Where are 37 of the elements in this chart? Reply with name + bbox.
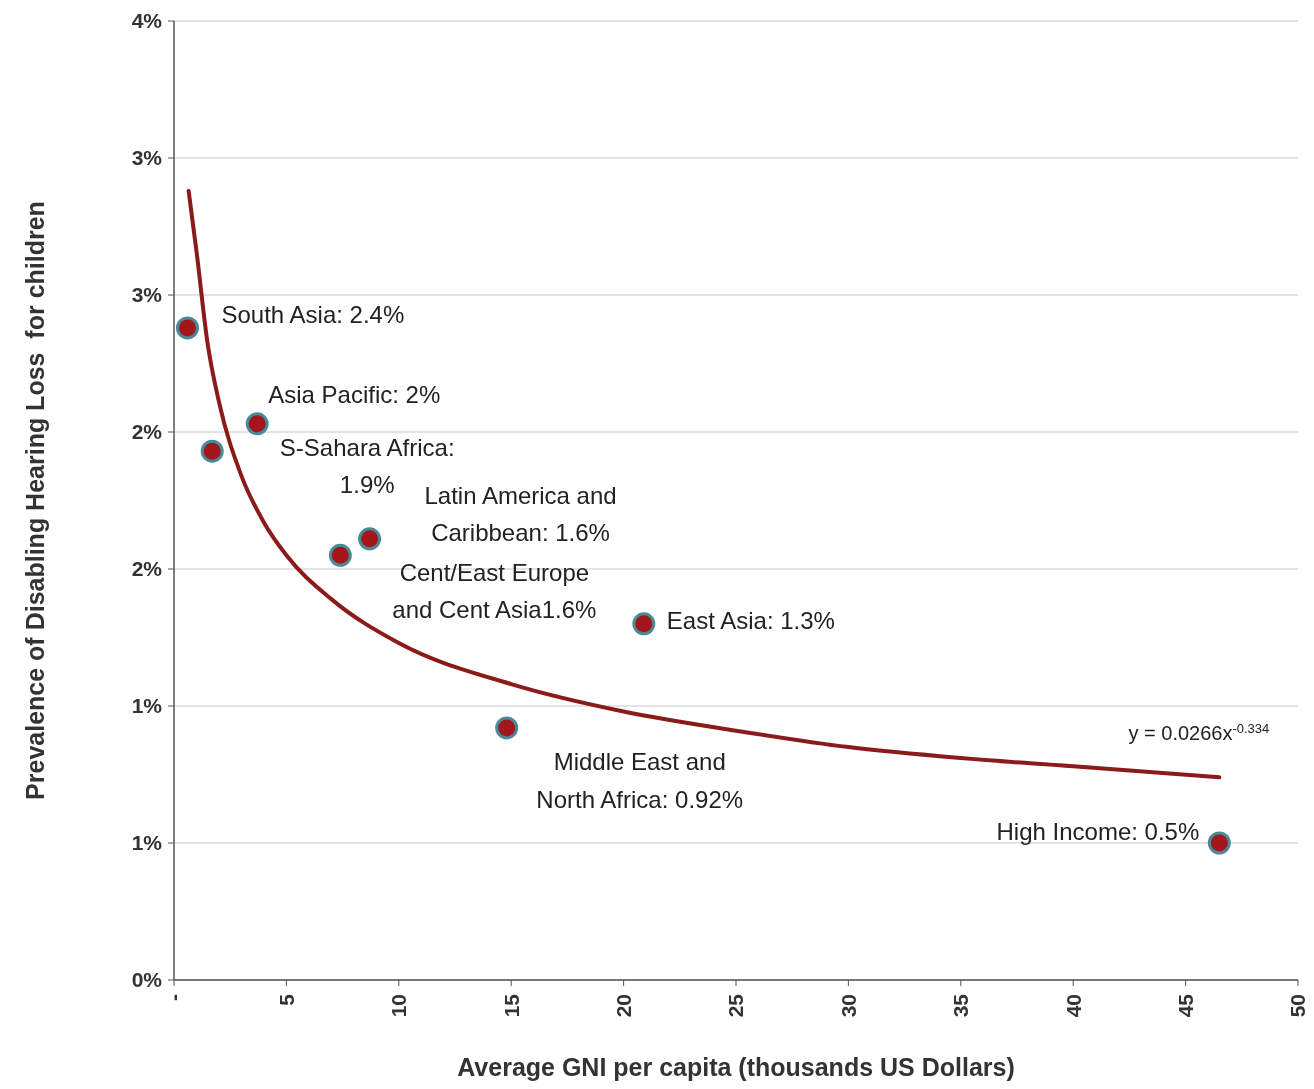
point bbox=[200, 439, 224, 463]
annotation: Cent/East Europe and Cent Asia1.6% bbox=[392, 558, 597, 623]
y-tick-label: 1% bbox=[131, 831, 163, 855]
x-tick-label: 10 bbox=[387, 994, 411, 1018]
point bbox=[632, 612, 656, 636]
x-tick-label: 50 bbox=[1286, 994, 1310, 1018]
point bbox=[358, 527, 382, 551]
point bbox=[175, 316, 199, 340]
annotation: East Asia: 1.3% bbox=[666, 607, 835, 635]
annotation: Middle East and North Africa: 0.92% bbox=[536, 748, 744, 813]
x-tick-label: 5 bbox=[274, 993, 298, 1006]
x-tick-label: 25 bbox=[724, 993, 748, 1018]
y-axis-title: Prevalence of Disabling Hearing Loss for children bbox=[21, 201, 49, 800]
y-tick-label: 4% bbox=[131, 9, 163, 33]
annotation: y = 0.0266x$^{-0.334}$ bbox=[1128, 720, 1270, 745]
x-tick-label: - bbox=[162, 994, 186, 1001]
x-tick-label: 20 bbox=[611, 994, 635, 1018]
point bbox=[328, 543, 352, 567]
x-tick-label: 45 bbox=[1173, 993, 1197, 1018]
y-tick-label: 3% bbox=[131, 146, 163, 170]
x-axis-title: Average GNI per capita (thousands US Dollars) bbox=[457, 1053, 1015, 1081]
annotation: Asia Pacific: 2% bbox=[268, 381, 441, 409]
point bbox=[495, 716, 519, 740]
x-tick-label: 30 bbox=[836, 994, 860, 1018]
point bbox=[245, 412, 269, 436]
x-tick-label: 40 bbox=[1061, 994, 1085, 1018]
x-tick-label: 15 bbox=[499, 993, 523, 1018]
y-tick-label: 2% bbox=[131, 420, 163, 444]
annotation: High Income: 0.5% bbox=[996, 818, 1200, 846]
annotation: Latin America and Caribbean: 1.6% bbox=[424, 482, 617, 547]
y-tick-label: 0% bbox=[131, 968, 163, 992]
annotation: South Asia: 2.4% bbox=[221, 301, 405, 329]
point bbox=[1207, 831, 1231, 855]
x-tick-label: 35 bbox=[949, 993, 973, 1018]
y-tick-label: 2% bbox=[131, 557, 163, 581]
y-tick-label: 1% bbox=[131, 694, 163, 718]
y-tick-label: 3% bbox=[131, 283, 163, 307]
